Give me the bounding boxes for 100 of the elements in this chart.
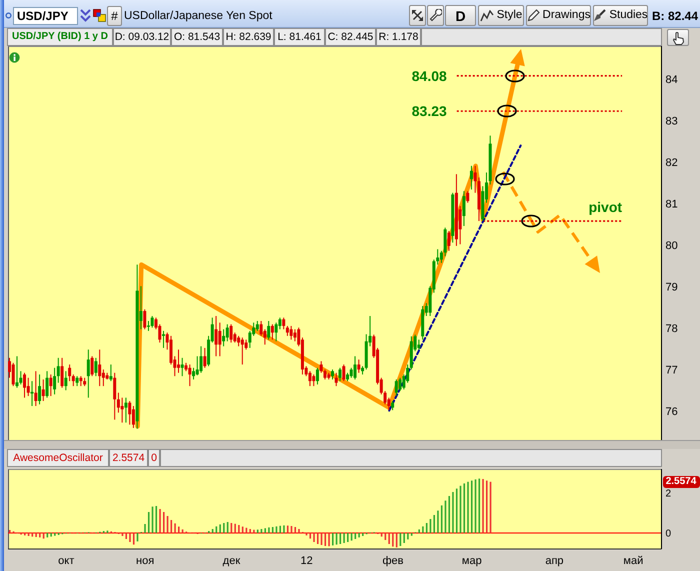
text: D: 09.03.12 — [114, 30, 170, 43]
y-tick-label: 79 — [666, 281, 678, 294]
candlestick — [323, 368, 326, 380]
dropdown-field: USD/JPY — [13, 7, 78, 25]
candlestick — [38, 374, 42, 405]
ref-line-label: pivot — [588, 199, 622, 216]
candlestick — [132, 405, 135, 428]
candlestick — [270, 324, 274, 340]
text: H: 82.639 — [226, 30, 272, 43]
candlestick — [282, 317, 286, 330]
candlestick — [462, 190, 466, 226]
candlestick — [124, 397, 128, 424]
candlestick — [230, 324, 233, 344]
x-tick-label: май — [623, 554, 644, 567]
button: Studies — [593, 5, 648, 26]
candlestick — [23, 372, 26, 398]
candlestick — [342, 364, 346, 382]
candlestick — [109, 364, 112, 382]
candlestick — [113, 372, 116, 420]
chart-title: USD/JPY (BID) 1 y D — [12, 31, 108, 42]
text: C: 82.445 — [328, 30, 374, 43]
x-tick-label: мар — [462, 554, 482, 567]
candlestick — [143, 308, 146, 330]
y-tick-label: 0 — [666, 528, 672, 540]
candlestick — [338, 367, 342, 382]
candlestick — [290, 325, 293, 340]
candlestick — [200, 346, 203, 374]
text: 2.5574 — [112, 452, 145, 464]
candlestick — [237, 335, 240, 347]
candlestick — [169, 335, 172, 366]
x-tick-label: 12 — [300, 554, 313, 567]
candlestick — [53, 367, 56, 395]
y-tick-label: 84 — [666, 74, 678, 86]
button: Style — [478, 5, 524, 26]
candlestick — [330, 368, 334, 380]
candlestick — [192, 367, 196, 380]
y-tick-label: 78 — [666, 322, 678, 335]
button: Drawings — [526, 5, 591, 26]
candlestick — [391, 400, 394, 411]
candlestick — [474, 165, 477, 194]
x-tick-label: фев — [382, 554, 404, 567]
candlestick — [98, 349, 102, 387]
ref-line-label: 84.08 — [412, 68, 448, 84]
text: 0 — [151, 452, 157, 464]
candlestick — [417, 339, 420, 350]
annotation: 2.5574 — [666, 476, 696, 487]
x-tick-label: ноя — [136, 554, 154, 567]
candlestick — [398, 377, 402, 392]
candlestick — [354, 356, 357, 380]
candlestick — [278, 317, 282, 330]
candlestick — [466, 190, 470, 204]
candlestick — [180, 357, 184, 377]
candlestick — [312, 374, 316, 387]
candlestick — [94, 357, 98, 377]
text: R: 1.178 — [378, 30, 418, 43]
y-tick-label: 82 — [666, 157, 678, 170]
x-tick-label: дек — [222, 554, 240, 567]
x-tick-label: окт — [58, 554, 74, 567]
candlestick — [188, 364, 192, 387]
candlestick — [79, 376, 82, 387]
candlestick — [177, 349, 180, 374]
candlestick — [128, 400, 132, 426]
candlestick — [274, 322, 278, 342]
candlestick — [60, 357, 64, 388]
candlestick — [68, 364, 72, 382]
candlestick — [260, 320, 263, 336]
candlestick — [256, 320, 259, 332]
text: O: 81.543 — [174, 30, 220, 43]
candlestick — [293, 328, 296, 342]
ref-line-label: 83.23 — [412, 103, 448, 120]
candlestick — [222, 328, 226, 347]
candlestick — [286, 325, 289, 336]
button: # — [107, 6, 122, 26]
y-tick-label: 77 — [666, 364, 678, 376]
y-tick-label: 83 — [666, 116, 678, 128]
candlestick — [56, 357, 60, 384]
candlestick — [263, 328, 266, 346]
candlestick — [226, 324, 229, 342]
candlestick — [76, 376, 79, 387]
candlestick — [334, 372, 338, 387]
y-tick-label: 2 — [666, 488, 672, 500]
candlestick — [146, 320, 150, 332]
candlestick — [350, 367, 353, 378]
chart-title: AwesomeOscillator — [13, 452, 103, 464]
candlestick — [316, 367, 319, 385]
candlestick — [150, 315, 154, 328]
candlestick — [49, 374, 52, 397]
candlestick — [26, 377, 30, 397]
candlestick — [267, 320, 270, 340]
chart-subtitle: USDollar/Japanese Yen Spot — [124, 10, 272, 22]
candlestick — [218, 322, 222, 357]
candlestick — [240, 337, 244, 366]
candlestick — [470, 165, 473, 190]
candlestick — [12, 362, 15, 387]
candlestick — [102, 368, 105, 387]
candlestick — [34, 370, 38, 406]
candlestick — [357, 359, 360, 374]
candlestick — [90, 356, 94, 377]
x-tick-label: апр — [545, 554, 564, 567]
button: D — [445, 5, 476, 26]
